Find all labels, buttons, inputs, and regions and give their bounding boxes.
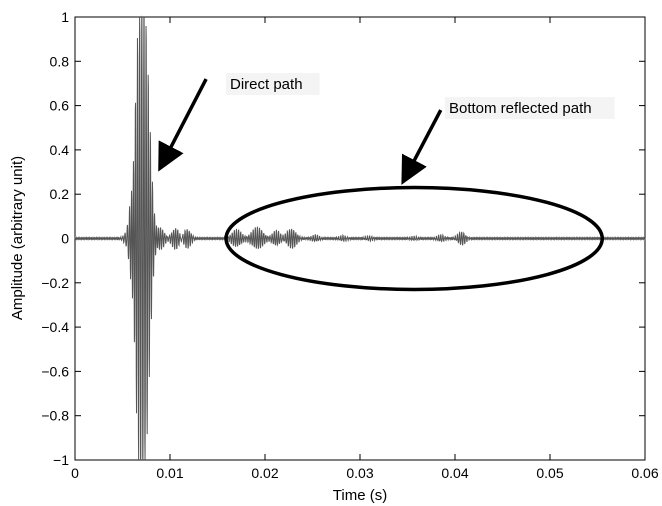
signal-line [74, 15, 646, 461]
y-tick-label: 0.2 [50, 186, 70, 202]
x-tick-label: 0.01 [156, 465, 183, 481]
y-tick-label: −0.6 [41, 363, 69, 379]
y-tick-label: −0.2 [41, 275, 69, 291]
y-tick-label: 0.4 [50, 142, 70, 158]
y-tick-label: 0.6 [50, 98, 70, 114]
annotations-group: Direct path Bottom reflected path [158, 73, 615, 292]
annotation-label-bg [445, 97, 615, 119]
annotation-label: Direct path [230, 76, 303, 93]
y-axis-ticks: 1 0.8 0.6 0.4 0.2 0 −0.2 −0.4 −0.6 −0.8 −1 [41, 9, 645, 468]
x-axis-ticks: 0 0.01 0.02 0.03 0.04 0.05 0.06 [71, 17, 659, 481]
x-tick-label: 0.04 [441, 465, 468, 481]
x-tick-label: 0.05 [536, 465, 563, 481]
y-tick-label: −0.8 [41, 408, 69, 424]
y-tick-label: −0.4 [41, 319, 69, 335]
y-tick-label: 0.8 [50, 53, 70, 69]
x-tick-label: 0.02 [251, 465, 278, 481]
x-tick-label: 0.03 [346, 465, 373, 481]
annotation-arrow [158, 78, 208, 172]
x-axis-label: Time (s) [333, 487, 387, 504]
y-tick-label: 1 [61, 9, 69, 25]
annotation-label: Bottom reflected path [449, 100, 592, 117]
series-group [74, 15, 646, 461]
y-tick-label: 0 [61, 231, 69, 247]
x-tick-label: 0 [71, 465, 79, 481]
y-axis-label: Amplitude (arbitrary unit) [9, 156, 26, 320]
annotation-arrow [401, 109, 443, 185]
y-tick-label: −1 [53, 452, 69, 468]
reflection-ellipse [224, 185, 604, 292]
annotation-label-bg [226, 73, 320, 95]
x-tick-label: 0.06 [631, 465, 658, 481]
